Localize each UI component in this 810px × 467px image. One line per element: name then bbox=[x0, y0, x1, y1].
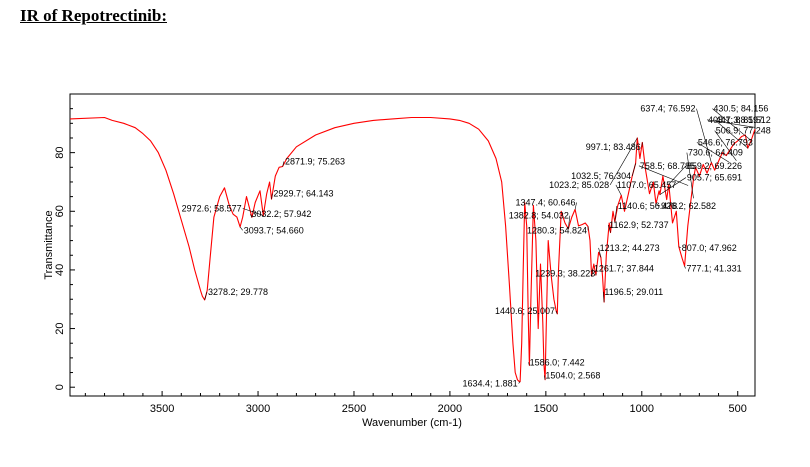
peak-label: 546.6; 76.793 bbox=[698, 137, 753, 147]
peak-label: 777.1; 41.331 bbox=[687, 263, 742, 273]
peak-label: 905.7; 65.691 bbox=[687, 173, 742, 183]
peak-label: 2972.6; 58.577 bbox=[182, 203, 242, 213]
peak-leader-line bbox=[712, 108, 752, 141]
peak-label: 1196.5; 29.011 bbox=[604, 287, 663, 297]
peak-leader-line bbox=[568, 215, 571, 229]
peak-label: 1140.6; 56.478 bbox=[618, 201, 677, 211]
peak-leader-line bbox=[696, 108, 712, 163]
peak-leader-line bbox=[686, 152, 694, 199]
peak-label: 408.1; 88.597 bbox=[708, 115, 763, 125]
peak-leader-line bbox=[555, 310, 558, 314]
peak-label: 758.5; 68.785 bbox=[640, 161, 695, 171]
peak-leader-line bbox=[678, 246, 681, 249]
x-tick-label: 2500 bbox=[342, 403, 366, 415]
peak-leader-line bbox=[668, 165, 687, 185]
x-tick-label: 3500 bbox=[150, 403, 174, 415]
peak-leader-line bbox=[528, 362, 530, 366]
peak-leader-line bbox=[714, 130, 737, 161]
peak-label: 1162.9; 52.737 bbox=[609, 220, 668, 230]
peak-leader-line bbox=[250, 214, 253, 218]
peak-label: 730.6; 64.409 bbox=[688, 148, 743, 158]
peak-label: 3278.2; 29.778 bbox=[208, 287, 268, 297]
x-tick-label: 500 bbox=[729, 403, 747, 415]
peak-leader-line bbox=[631, 163, 636, 177]
peak-label: 430.5; 84.156 bbox=[713, 104, 768, 114]
peak-leader-line bbox=[574, 202, 577, 210]
peak-leader-line bbox=[696, 142, 729, 163]
peak-label: 1440.6; 25.007 bbox=[495, 306, 555, 316]
peak-label: 997.1; 83.486 bbox=[586, 142, 641, 152]
peak-label: 1280.3; 54.824 bbox=[527, 225, 587, 235]
peak-leader-line bbox=[204, 291, 208, 300]
peak-leader-line bbox=[641, 142, 643, 147]
peak-label: 1107.0; 65.457 bbox=[617, 180, 676, 190]
peak-annotations: 3278.2; 29.778 3093.7; 54.660 3032.2; 57.9… bbox=[182, 104, 771, 389]
peak-label: 3093.7; 54.660 bbox=[244, 225, 304, 235]
peak-label: 1634.4; 1.881 bbox=[463, 378, 518, 388]
peak-leader-line bbox=[271, 193, 273, 200]
y-axis-label: Transmittance bbox=[43, 210, 55, 279]
peak-leader-line bbox=[607, 224, 611, 233]
x-tick-label: 3000 bbox=[246, 403, 270, 415]
peak-label: 859.2; 69.226 bbox=[687, 161, 742, 171]
peak-label: 926.2; 62.582 bbox=[661, 201, 716, 211]
x-axis-label: Wavenumber (cm-1) bbox=[362, 417, 462, 429]
peak-label: 2871.9; 75.263 bbox=[285, 156, 345, 166]
peak-label: 506.9; 77.248 bbox=[716, 126, 771, 136]
peak-leader-line bbox=[615, 184, 622, 196]
peak-leader-line bbox=[544, 375, 546, 380]
peak-leader-line bbox=[242, 208, 264, 216]
x-tick-label: 1500 bbox=[534, 403, 558, 415]
peak-leader-line bbox=[598, 247, 602, 258]
peak-leader-line bbox=[659, 177, 687, 195]
peak-label: 1504.0; 2.568 bbox=[545, 370, 600, 380]
y-tick-label: 40 bbox=[54, 264, 66, 276]
peak-leader-line bbox=[239, 226, 243, 231]
peak-label: 1261.7; 37.844 bbox=[594, 263, 654, 273]
peak-label: 637.4; 76.592 bbox=[640, 104, 695, 114]
peak-leader-line bbox=[518, 381, 521, 384]
peak-leader-line bbox=[591, 268, 594, 277]
x-axis-ticks: 3500 3000 2500 2000 1500 1000 500 bbox=[84, 391, 747, 415]
peak-label: 1213.2; 44.273 bbox=[600, 243, 660, 253]
spectrum-line bbox=[69, 116, 756, 383]
x-tick-label: 2000 bbox=[438, 403, 462, 415]
peak-leader-line bbox=[282, 161, 285, 167]
peak-leader-line bbox=[655, 203, 661, 207]
peak-label: 2929.7; 64.143 bbox=[273, 189, 333, 199]
peak-label: 1347.4; 60.646 bbox=[515, 197, 575, 207]
peak-label: 1023.2; 85.028 bbox=[549, 180, 609, 190]
peak-label: 807.0; 47.962 bbox=[682, 243, 737, 253]
peak-label: 1586.0; 7.442 bbox=[530, 357, 585, 367]
peak-label: 447.3; 81.512 bbox=[716, 115, 771, 125]
peak-leader-line bbox=[603, 291, 605, 303]
y-tick-label: 80 bbox=[54, 147, 66, 159]
y-tick-label: 0 bbox=[54, 384, 66, 390]
y-tick-label: 20 bbox=[54, 322, 66, 334]
peak-leader-line bbox=[714, 119, 749, 149]
plot-frame bbox=[69, 93, 756, 397]
peak-label: 3032.2; 57.942 bbox=[251, 209, 311, 219]
peak-leader-line bbox=[684, 265, 686, 269]
y-axis-ticks: 0 20 40 60 80 bbox=[54, 108, 75, 390]
peak-label: 1382.8; 54.032 bbox=[509, 211, 569, 221]
y-tick-label: 60 bbox=[54, 205, 66, 217]
peak-leader-line bbox=[638, 165, 689, 186]
peak-leader-line bbox=[614, 205, 618, 222]
peak-leader-line bbox=[706, 119, 756, 128]
document-title: IR of Repotrectinib: bbox=[20, 6, 167, 25]
peak-label: 1239.3; 38.223 bbox=[535, 268, 595, 278]
peak-label: 1032.5; 76.304 bbox=[571, 171, 631, 181]
x-tick-label: 1000 bbox=[630, 403, 654, 415]
peak-leader-line bbox=[609, 137, 638, 186]
